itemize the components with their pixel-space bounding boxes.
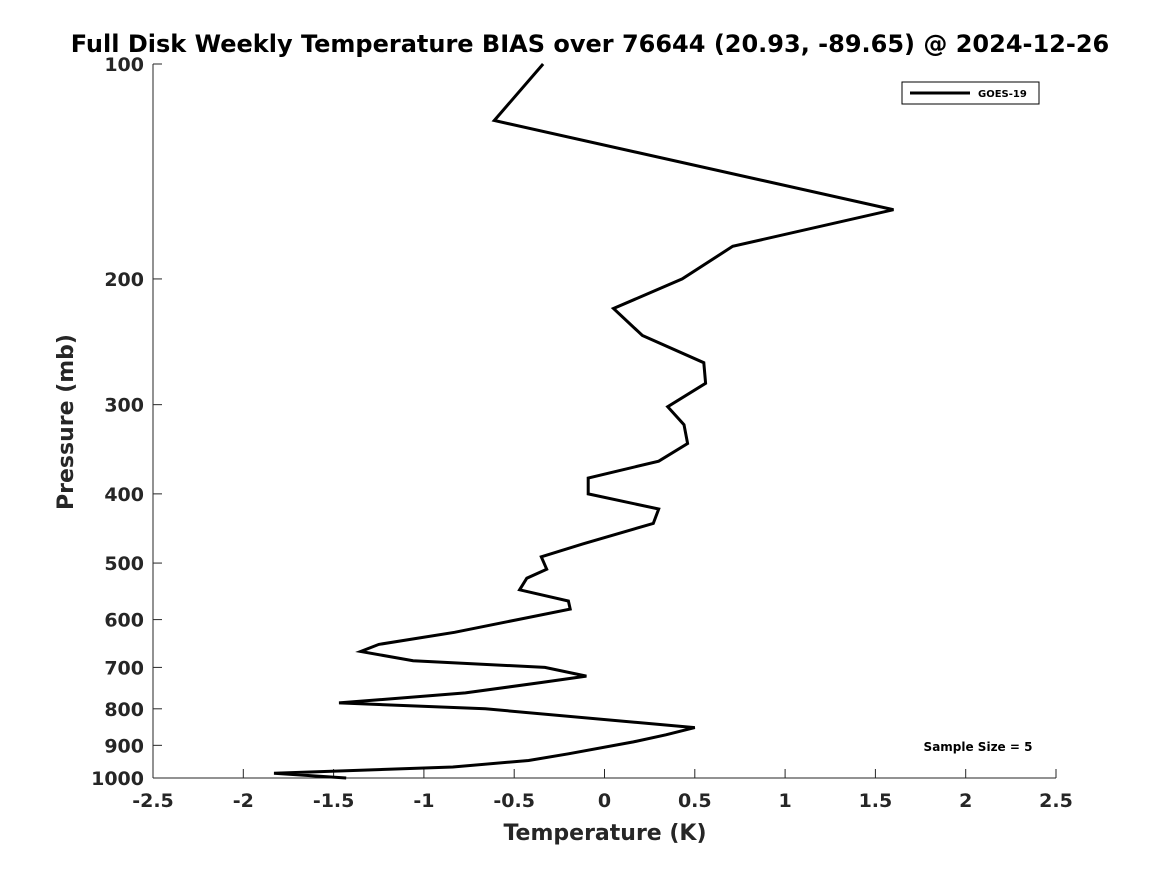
x-tick-label: 1 [778, 790, 791, 812]
x-tick-label: -2.5 [132, 790, 174, 812]
x-tick-label: 0.5 [678, 790, 712, 812]
y-tick-label: 900 [104, 735, 144, 757]
y-tick-label: 400 [104, 484, 144, 506]
sample-size-annotation: Sample Size = 5 [924, 740, 1033, 754]
y-tick-label: 300 [104, 395, 144, 417]
x-tick-label: -1.5 [313, 790, 355, 812]
x-tick-label: 2.5 [1039, 790, 1073, 812]
chart-title: Full Disk Weekly Temperature BIAS over 7… [71, 30, 1110, 58]
y-tick-label: 1000 [91, 768, 144, 790]
x-tick-label: 0 [598, 790, 611, 812]
x-tick-label: -0.5 [493, 790, 535, 812]
legend-label-goes-19: GOES-19 [978, 89, 1027, 100]
x-tick-label: -2 [233, 790, 254, 812]
legend-box [901, 81, 1040, 105]
y-tick-label: 500 [104, 553, 144, 575]
x-tick-label: -1 [413, 790, 434, 812]
y-tick-label: 800 [104, 699, 144, 721]
y-tick-label: 700 [104, 657, 144, 679]
legend: GOES-19 [901, 81, 1040, 105]
y-tick-label: 100 [104, 54, 144, 76]
plot-area: -2.5 -2 -1.5 -1 -0.5 0 0.5 1 1.5 2 2.5 100 200 300 400… [91, 54, 1073, 812]
y-tick-label: 600 [104, 610, 144, 632]
series-line-goes-19 [273, 63, 894, 780]
x-tick-label: 2 [959, 790, 972, 812]
y-tick-label: 200 [104, 269, 144, 291]
x-tick-label: 1.5 [859, 790, 893, 812]
x-axis-label: Temperature (K) [503, 821, 706, 846]
y-axis-label: Pressure (mb) [54, 334, 79, 510]
